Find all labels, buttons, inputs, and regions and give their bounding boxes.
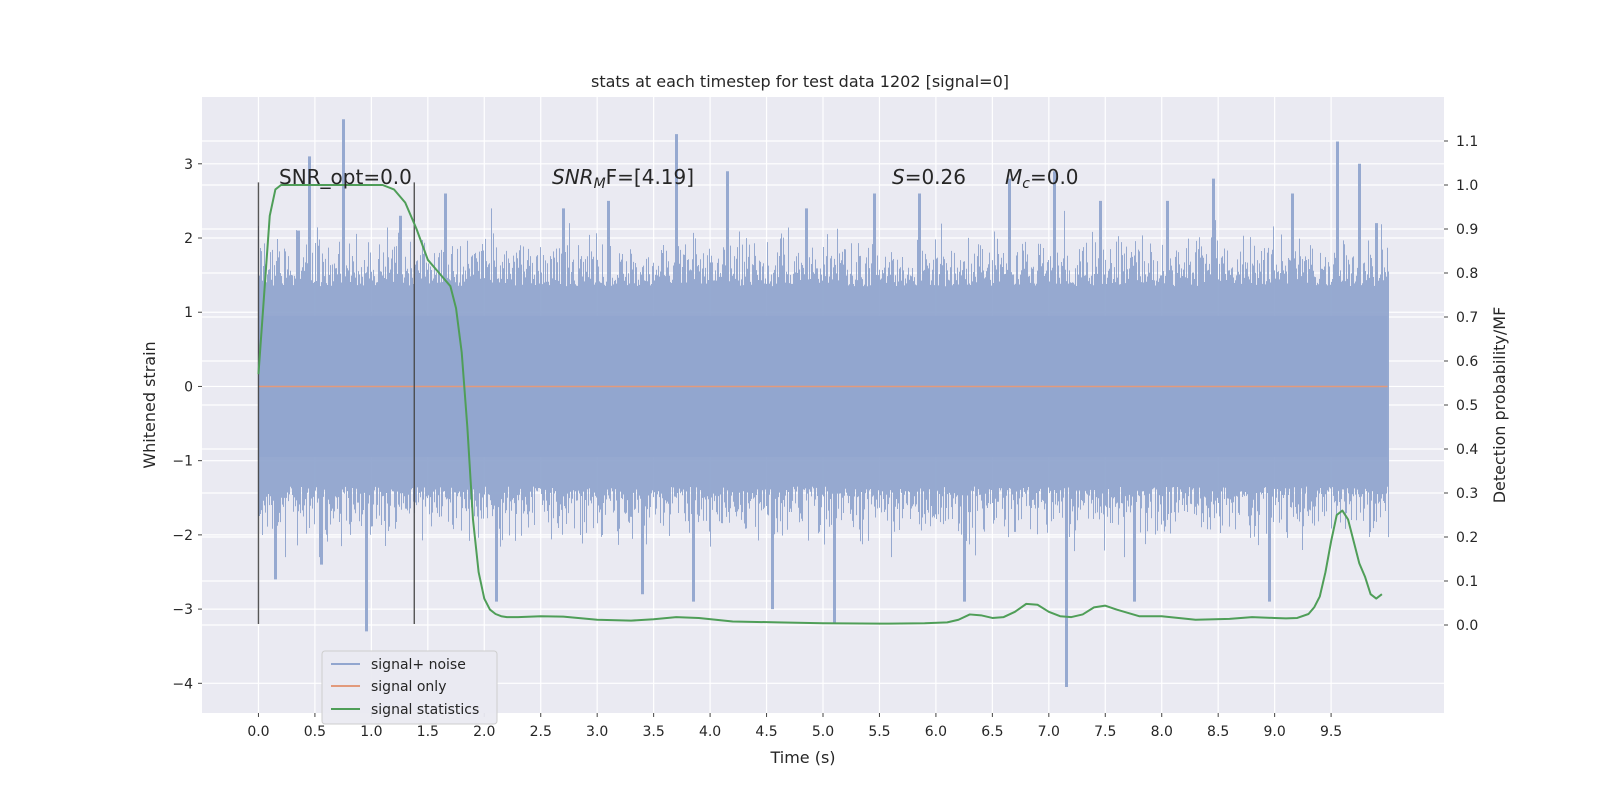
x-tick-label: 4.0 [699, 724, 721, 740]
annotation-snr-opt: SNR_opt=0.0 [279, 165, 412, 189]
y-tick-label: −1 [172, 454, 193, 470]
y2-tick-label: 1.0 [1456, 178, 1478, 194]
y2-tick-label: 0.1 [1456, 574, 1478, 590]
y-tick-label: −4 [172, 676, 193, 692]
annotation-s: S=0.26 [892, 165, 966, 189]
x-tick-label: 8.0 [1151, 724, 1173, 740]
x-tick-label: 8.5 [1207, 724, 1229, 740]
x-tick-label: 0.0 [247, 724, 269, 740]
y-tick-label: 1 [184, 305, 193, 321]
y-tick-label: −3 [172, 602, 193, 618]
x-tick-label: 5.5 [868, 724, 890, 740]
chart-marks [257, 182, 1388, 625]
x-tick-label: 3.0 [586, 724, 608, 740]
x-tick-label: 0.5 [304, 724, 326, 740]
y2-axis-label: Detection probability/MF [1490, 307, 1509, 504]
x-tick-label: 7.5 [1094, 724, 1116, 740]
y2-tick-label: 0.9 [1456, 222, 1478, 238]
y2-tick-label: 0.8 [1456, 266, 1478, 282]
x-tick-label: 6.0 [925, 724, 947, 740]
y-tick-label: 2 [184, 231, 193, 247]
y-tick-label: −2 [172, 528, 193, 544]
x-tick-label: 1.5 [417, 724, 439, 740]
legend-label-signal: signal only [371, 679, 446, 695]
annotation-snr-mf-suffix: F=[4.19] [606, 165, 694, 189]
legend-label-noise: signal+ noise [371, 657, 466, 673]
legend: signal+ noise signal only signal statist… [321, 650, 498, 725]
annotation-mc: Mc=0.0 [1005, 165, 1079, 192]
y2-tick-label: 0.6 [1456, 354, 1478, 370]
annotation-mc-label: M [1005, 165, 1022, 189]
x-tick-label: 2.5 [530, 724, 552, 740]
x-axis-label: Time (s) [769, 748, 835, 767]
y2-tick-label: 0.5 [1456, 398, 1478, 414]
annotation-mc-value: =0.0 [1030, 165, 1079, 189]
x-tick-label: 6.5 [981, 724, 1003, 740]
x-tick-label: 1.0 [360, 724, 382, 740]
x-tick-label: 3.5 [643, 724, 665, 740]
x-tick-label: 2.0 [473, 724, 495, 740]
chart-title: stats at each timestep for test data 120… [591, 72, 1009, 91]
legend-box [321, 650, 498, 725]
annotation-snr-mf: SNRMF=[4.19] [552, 165, 694, 192]
y2-tick-label: 1.1 [1456, 134, 1478, 150]
annotation-s-label: S [892, 165, 905, 189]
y-tick-label: 3 [184, 157, 193, 173]
annotation-snr-mf-sub: M [594, 176, 606, 192]
y2-tick-label: 0.0 [1456, 618, 1478, 634]
x-tick-label: 9.0 [1264, 724, 1286, 740]
annotation-snr-mf-prefix: SNR [552, 165, 594, 189]
y-axis-label: Whitened strain [140, 341, 159, 468]
noise-series [258, 119, 1389, 688]
y-tick-label: 0 [184, 379, 193, 395]
annotation-mc-sub: c [1022, 176, 1030, 192]
tick-labels: 0.0 0.5 1.0 1.5 2.0 2.5 3.0 3.5 4.0 4.5 5.0 5.5 6.0 6… [172, 134, 1478, 740]
x-tick-label: 9.5 [1320, 724, 1342, 740]
x-tick-label: 7.0 [1038, 724, 1060, 740]
y2-tick-label: 0.2 [1456, 530, 1478, 546]
y2-tick-label: 0.7 [1456, 310, 1478, 326]
annotation-s-value: =0.26 [905, 165, 966, 189]
annotations: SNR_opt=0.0 SNRMF=[4.19] S=0.26 Mc=0.0 [279, 165, 1079, 192]
y2-tick-label: 0.4 [1456, 442, 1478, 458]
x-tick-label: 4.5 [755, 724, 777, 740]
series-signal-statistics-line [257, 184, 1383, 625]
x-tick-label: 5.0 [812, 724, 834, 740]
legend-label-statistics: signal statistics [371, 702, 479, 718]
y2-tick-label: 0.3 [1456, 486, 1478, 502]
